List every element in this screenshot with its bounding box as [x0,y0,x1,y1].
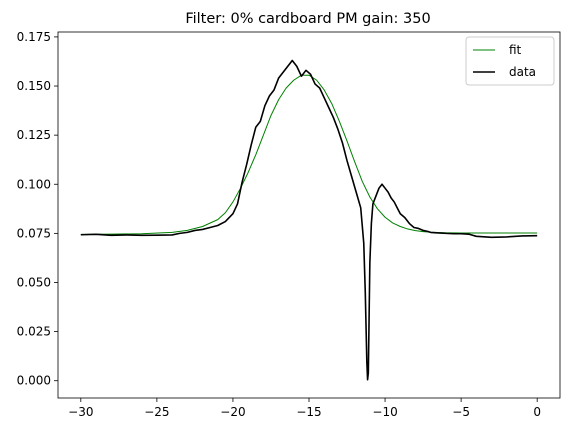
y-axis: 0.000 0.025 0.050 0.075 0.100 0.125 0.150 0.175 [17,30,58,388]
x-tick-label: −10 [372,405,397,419]
y-tick-label: 0.175 [17,30,51,44]
legend-box [465,36,555,86]
y-tick-label: 0.125 [17,128,51,142]
x-tick-label: −15 [296,405,321,419]
x-tick-label: −5 [452,405,470,419]
y-tick-label: 0.000 [17,374,51,388]
y-tick-label: 0.150 [17,79,51,93]
y-tick-label: 0.100 [17,177,51,191]
series-line-fit [80,74,538,235]
chart-title: Filter: 0% cardboard PM gain: 350 [185,11,430,27]
y-tick-label: 0.050 [17,275,51,289]
series-line-data [80,59,538,381]
x-tick-label: −30 [68,405,93,419]
x-tick-label: −20 [220,405,245,419]
legend-label-fit: fit [509,43,522,57]
y-tick-label: 0.075 [17,226,51,240]
x-tick-label: −25 [144,405,169,419]
legend: fit data [465,36,555,86]
legend-label-data: data [509,65,536,79]
plot-area [57,31,561,399]
plot-frame [57,31,561,399]
y-tick-label: 0.025 [17,325,51,339]
x-axis: −30 −25 −20 −15 −10 −5 0 [68,398,541,419]
series-layer [80,59,538,381]
x-tick-label: 0 [533,405,541,419]
